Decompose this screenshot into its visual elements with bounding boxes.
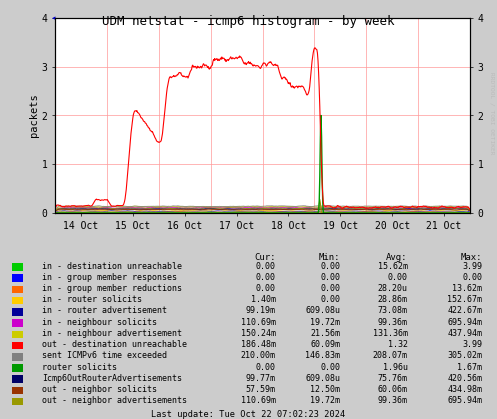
Text: 0.00: 0.00	[321, 295, 340, 304]
Text: 0.00: 0.00	[388, 273, 408, 282]
Text: in - neighbour advertisement: in - neighbour advertisement	[42, 329, 182, 338]
Text: in - neighbour solicits: in - neighbour solicits	[42, 318, 157, 327]
Text: Cur:: Cur:	[254, 253, 276, 262]
Text: RRDTOOL / TOBI OETIKER: RRDTOOL / TOBI OETIKER	[490, 72, 495, 154]
Text: 152.67m: 152.67m	[447, 295, 482, 304]
Text: 437.94m: 437.94m	[447, 329, 482, 338]
Text: router solicits: router solicits	[42, 362, 117, 372]
Text: in - destination unreachable: in - destination unreachable	[42, 261, 182, 271]
Text: 210.00m: 210.00m	[241, 352, 276, 360]
Text: 0.00: 0.00	[462, 273, 482, 282]
Text: 110.69m: 110.69m	[241, 318, 276, 327]
Text: 99.36m: 99.36m	[378, 396, 408, 405]
Text: 3.99: 3.99	[462, 340, 482, 349]
Text: 1.67m: 1.67m	[457, 362, 482, 372]
Text: 186.48m: 186.48m	[241, 340, 276, 349]
Text: 60.09m: 60.09m	[311, 340, 340, 349]
Text: 75.76m: 75.76m	[378, 374, 408, 383]
Text: out - destination unreachable: out - destination unreachable	[42, 340, 187, 349]
Text: 19.72m: 19.72m	[311, 396, 340, 405]
Text: 208.07m: 208.07m	[373, 352, 408, 360]
Text: Min:: Min:	[319, 253, 340, 262]
Text: 0.00: 0.00	[321, 362, 340, 372]
Text: 0.00: 0.00	[321, 261, 340, 271]
Text: out - neighbor solicits: out - neighbor solicits	[42, 385, 157, 394]
Text: 131.36m: 131.36m	[373, 329, 408, 338]
Text: 695.94m: 695.94m	[447, 318, 482, 327]
Text: 695.94m: 695.94m	[447, 396, 482, 405]
Text: in - router solicits: in - router solicits	[42, 295, 142, 304]
Text: 99.19m: 99.19m	[246, 306, 276, 316]
Text: 434.98m: 434.98m	[447, 385, 482, 394]
Text: 13.62m: 13.62m	[452, 284, 482, 293]
Text: 57.59m: 57.59m	[246, 385, 276, 394]
Text: 3.99: 3.99	[462, 261, 482, 271]
Text: 609.08u: 609.08u	[306, 306, 340, 316]
Text: 99.77m: 99.77m	[246, 374, 276, 383]
Text: 28.20u: 28.20u	[378, 284, 408, 293]
Text: 12.50m: 12.50m	[311, 385, 340, 394]
Text: 609.08u: 609.08u	[306, 374, 340, 383]
Text: 99.36m: 99.36m	[378, 318, 408, 327]
Text: 0.00: 0.00	[321, 284, 340, 293]
Text: Max:: Max:	[461, 253, 482, 262]
Text: Avg:: Avg:	[386, 253, 408, 262]
Text: 422.67m: 422.67m	[447, 306, 482, 316]
Text: in - group member responses: in - group member responses	[42, 273, 177, 282]
Text: 1.40m: 1.40m	[251, 295, 276, 304]
Text: 0.00: 0.00	[256, 261, 276, 271]
Text: 305.02m: 305.02m	[447, 352, 482, 360]
Text: out - neighbor advertisements: out - neighbor advertisements	[42, 396, 187, 405]
Text: 0.00: 0.00	[256, 284, 276, 293]
Text: ◂: ◂	[52, 15, 55, 21]
Text: 21.56m: 21.56m	[311, 329, 340, 338]
Text: 1.96u: 1.96u	[383, 362, 408, 372]
Text: 146.83m: 146.83m	[306, 352, 340, 360]
Text: 1.32: 1.32	[388, 340, 408, 349]
Text: Last update: Tue Oct 22 07:02:23 2024: Last update: Tue Oct 22 07:02:23 2024	[152, 410, 345, 419]
Text: in - router advertisement: in - router advertisement	[42, 306, 167, 316]
Text: 0.00: 0.00	[321, 273, 340, 282]
Text: in - group member reductions: in - group member reductions	[42, 284, 182, 293]
Text: 73.08m: 73.08m	[378, 306, 408, 316]
Text: 19.72m: 19.72m	[311, 318, 340, 327]
Text: 15.62m: 15.62m	[378, 261, 408, 271]
Text: sent ICMPv6 time exceeded: sent ICMPv6 time exceeded	[42, 352, 167, 360]
Text: UDM netstat - icmp6 histogram - by week: UDM netstat - icmp6 histogram - by week	[102, 15, 395, 28]
Y-axis label: packets: packets	[29, 93, 39, 137]
Text: 0.00: 0.00	[256, 362, 276, 372]
Text: Icmp6OutRouterAdvertisements: Icmp6OutRouterAdvertisements	[42, 374, 182, 383]
Text: 60.06m: 60.06m	[378, 385, 408, 394]
Text: 28.86m: 28.86m	[378, 295, 408, 304]
Text: 110.69m: 110.69m	[241, 396, 276, 405]
Text: 0.00: 0.00	[256, 273, 276, 282]
Text: 150.24m: 150.24m	[241, 329, 276, 338]
Text: 420.56m: 420.56m	[447, 374, 482, 383]
